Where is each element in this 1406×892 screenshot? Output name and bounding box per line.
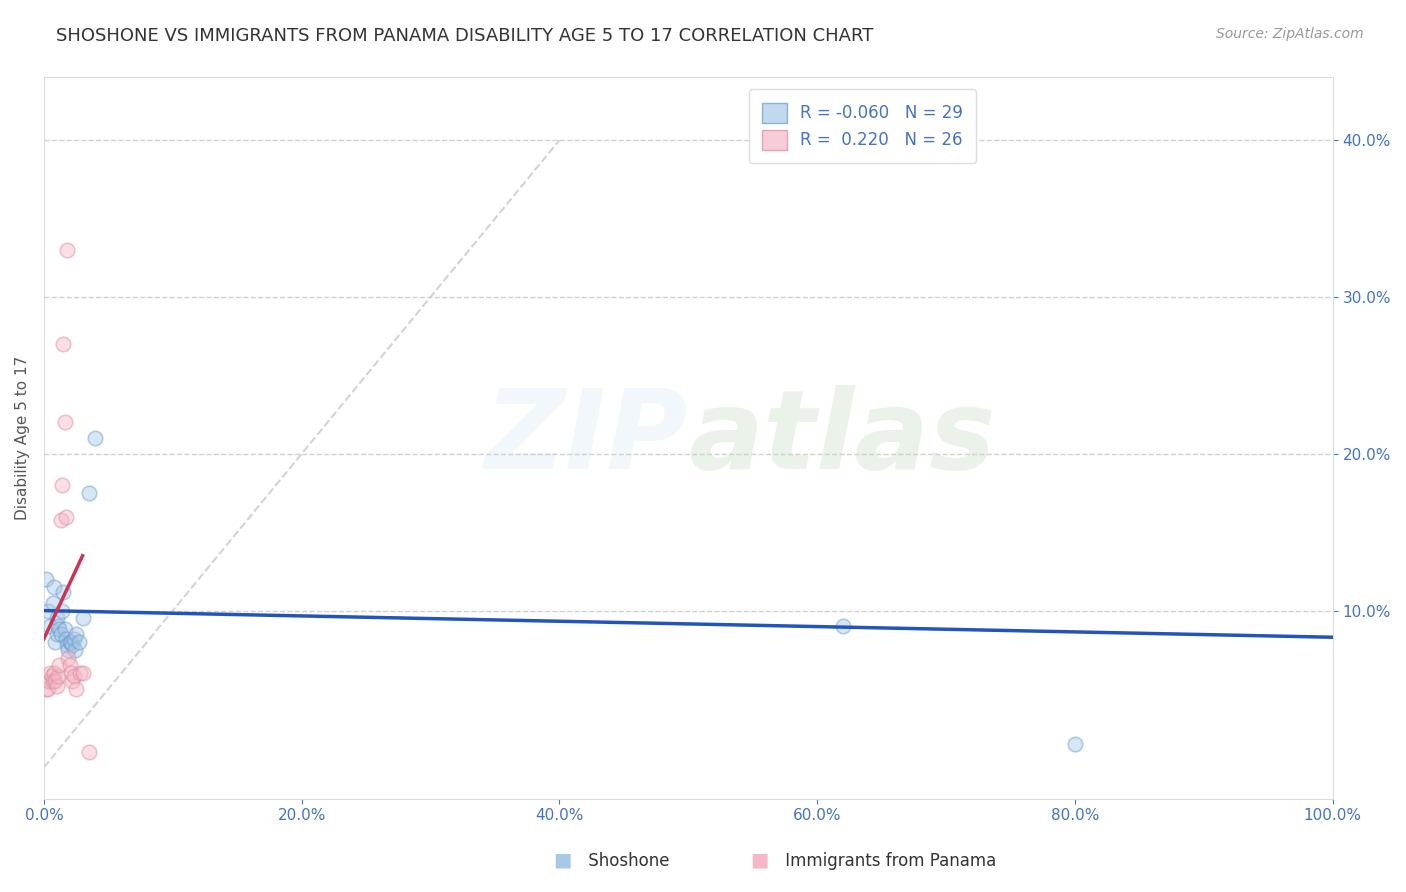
Point [65, 627, 87, 641]
Point [42, 596, 65, 610]
Point [38, 674, 60, 689]
Point [48, 623, 70, 637]
Point [39, 619, 62, 633]
Point [58, 650, 80, 665]
Point [55, 632, 77, 646]
Text: Source: ZipAtlas.com: Source: ZipAtlas.com [1216, 27, 1364, 41]
Point [51, 478, 73, 492]
Point [44, 635, 66, 649]
Legend: R = -0.060   N = 29, R =  0.220   N = 26: R = -0.060 N = 29, R = 0.220 N = 26 [748, 89, 976, 163]
Point [35, 572, 58, 586]
Point [44, 580, 66, 594]
Point [49, 513, 72, 527]
Point [45, 611, 67, 625]
Point [53, 623, 76, 637]
Point [62, 669, 84, 683]
Point [44, 674, 66, 689]
Text: ZIP: ZIP [485, 384, 689, 491]
Point [56, 243, 79, 257]
Point [52, 584, 75, 599]
Point [56, 638, 79, 652]
Point [37, 604, 59, 618]
Point [84, 431, 107, 445]
Point [65, 681, 87, 696]
Point [49, 627, 72, 641]
Point [59, 635, 82, 649]
Point [41, 669, 63, 683]
Point [48, 658, 70, 673]
Text: Shoshone: Shoshone [583, 852, 671, 870]
Point [46, 619, 69, 633]
Point [832, 619, 855, 633]
Point [69, 666, 91, 681]
Point [72, 611, 94, 625]
Text: ■: ■ [749, 851, 769, 870]
Point [62, 632, 84, 646]
Point [45, 679, 67, 693]
Point [52, 337, 75, 351]
Point [46, 669, 69, 683]
Point [58, 642, 80, 657]
Point [42, 674, 65, 689]
Point [53, 416, 76, 430]
Point [35, 681, 58, 696]
Point [39, 666, 62, 681]
Point [51, 604, 73, 618]
Point [60, 674, 83, 689]
Point [59, 666, 82, 681]
Text: SHOSHONE VS IMMIGRANTS FROM PANAMA DISABILITY AGE 5 TO 17 CORRELATION CHART: SHOSHONE VS IMMIGRANTS FROM PANAMA DISAB… [56, 27, 873, 45]
Point [67, 635, 90, 649]
Text: ■: ■ [553, 851, 572, 870]
Y-axis label: Disability Age 5 to 17: Disability Age 5 to 17 [15, 356, 30, 520]
Point [44, 666, 66, 681]
Point [63, 642, 86, 657]
Text: Immigrants from Panama: Immigrants from Panama [780, 852, 997, 870]
Point [37, 681, 59, 696]
Text: atlas: atlas [689, 384, 995, 491]
Point [60, 638, 83, 652]
Point [77, 486, 100, 500]
Point [55, 509, 77, 524]
Point [59, 635, 82, 649]
Point [72, 666, 94, 681]
Point [77, 745, 100, 759]
Point [45, 627, 67, 641]
Point [1064, 737, 1087, 751]
Point [59, 658, 82, 673]
